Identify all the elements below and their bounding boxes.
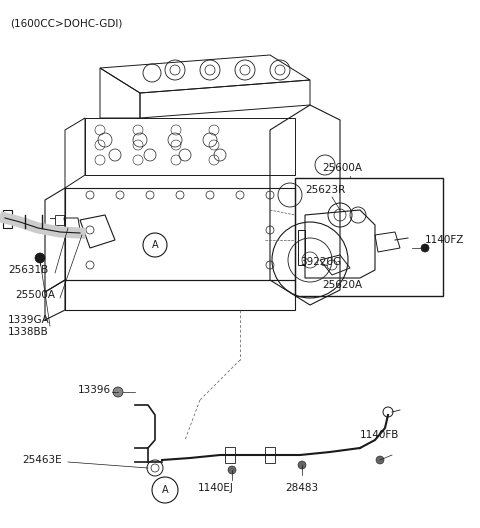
Text: A: A bbox=[152, 240, 158, 250]
Text: 1140FB: 1140FB bbox=[360, 430, 399, 440]
Text: 25623R: 25623R bbox=[305, 185, 345, 195]
Text: 28483: 28483 bbox=[285, 483, 318, 493]
Text: 25620A: 25620A bbox=[322, 280, 362, 290]
Text: 1140FZ: 1140FZ bbox=[425, 235, 464, 245]
Text: 1339GA: 1339GA bbox=[8, 315, 50, 325]
Bar bbox=[295, 178, 443, 296]
Text: 25500A: 25500A bbox=[15, 290, 55, 300]
Circle shape bbox=[421, 244, 429, 252]
Text: 1338BB: 1338BB bbox=[8, 327, 49, 337]
Text: 39220G: 39220G bbox=[300, 257, 341, 267]
Text: 13396: 13396 bbox=[78, 385, 111, 395]
Text: 1140EJ: 1140EJ bbox=[198, 483, 234, 493]
Text: 25631B: 25631B bbox=[8, 265, 48, 275]
Circle shape bbox=[376, 456, 384, 464]
Circle shape bbox=[35, 253, 45, 263]
Text: 25600A: 25600A bbox=[322, 163, 362, 173]
Circle shape bbox=[298, 461, 306, 469]
Text: (1600CC>DOHC-GDI): (1600CC>DOHC-GDI) bbox=[10, 18, 122, 28]
Text: A: A bbox=[162, 485, 168, 495]
Circle shape bbox=[228, 466, 236, 474]
Text: 25463E: 25463E bbox=[22, 455, 61, 465]
Circle shape bbox=[113, 387, 123, 397]
